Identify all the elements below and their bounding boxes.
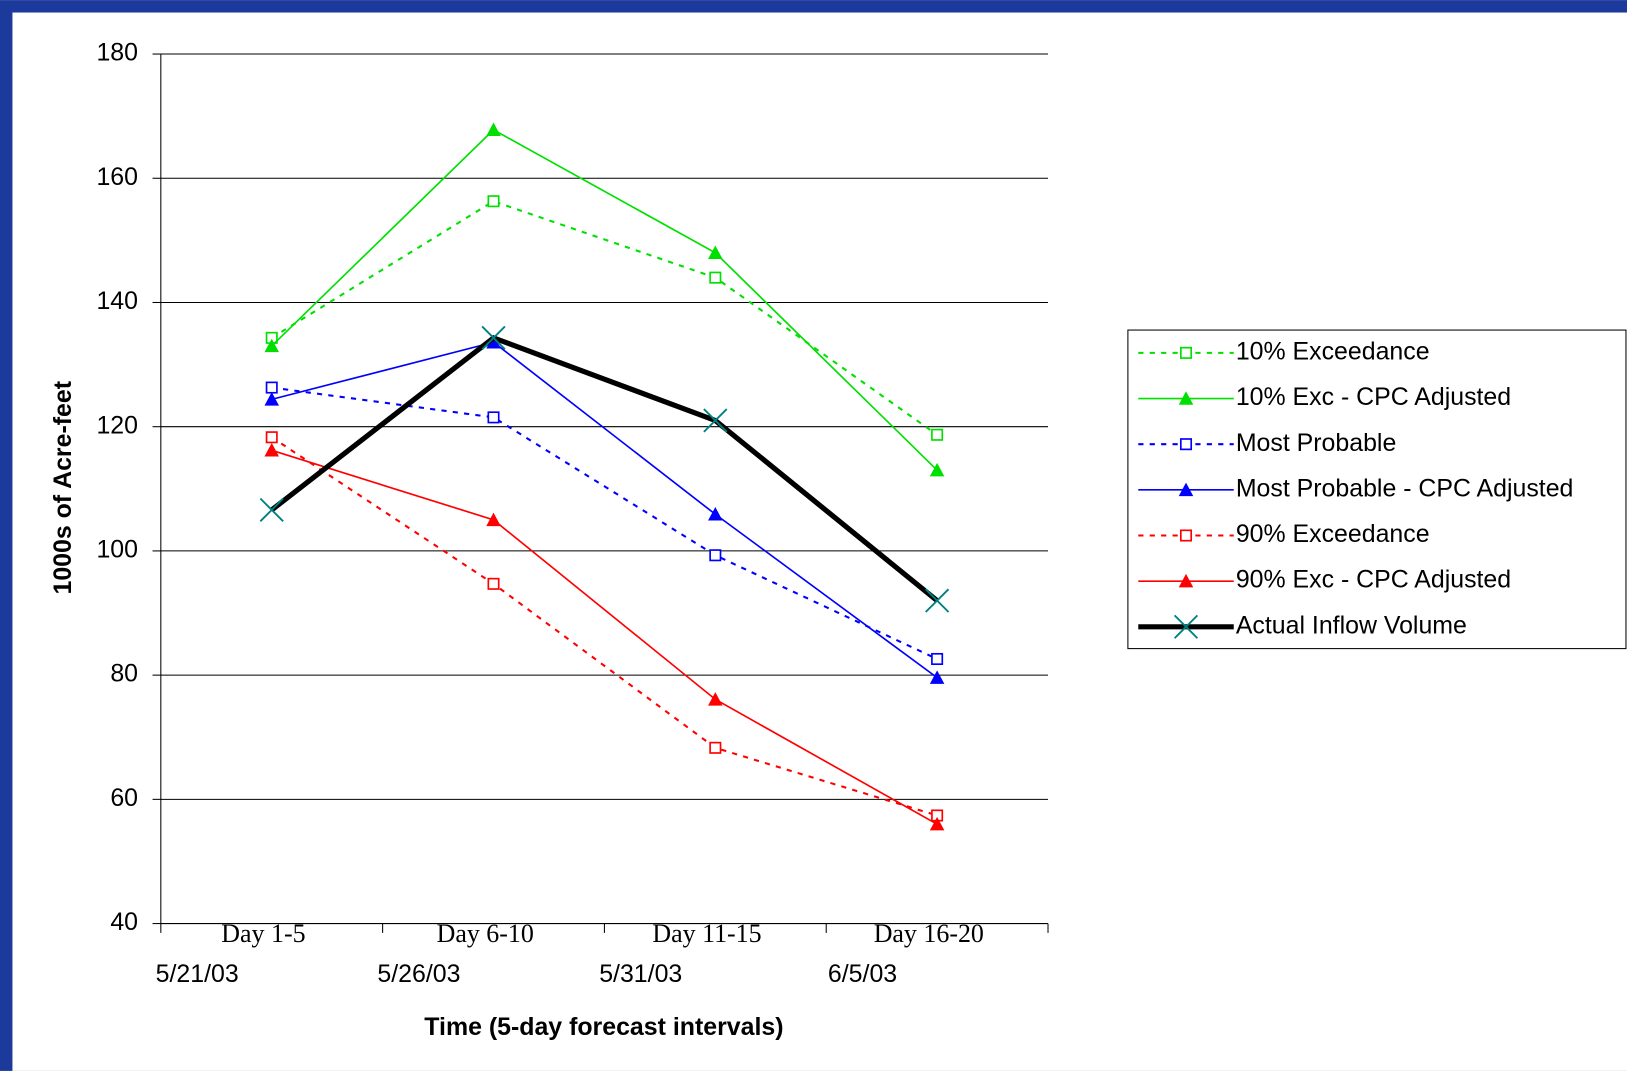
legend-marker (1179, 346, 1193, 359)
data-point (708, 692, 723, 706)
y-tick-label: 160 (96, 163, 138, 191)
legend-label: 10% Exc - CPC Adjusted (1236, 383, 1511, 411)
data-point (709, 549, 722, 562)
data-point (265, 381, 278, 394)
data-point (931, 652, 944, 666)
data-point (264, 443, 279, 457)
data-point (259, 497, 284, 522)
y-axis-title: 1000s of Acre-feet (49, 381, 77, 595)
x-tick-label: Day 1-5 (221, 919, 305, 948)
data-point (264, 338, 279, 353)
x-axis-title: Time (5-day forecast intervals) (424, 1013, 783, 1041)
data-point (929, 670, 945, 684)
data-point (709, 271, 722, 284)
legend-label: Most Probable (1236, 429, 1397, 457)
x-tick-label: Day 11-15 (652, 919, 761, 948)
data-point (709, 741, 722, 754)
data-point (486, 122, 501, 137)
x-date-label: 5/21/03 (156, 960, 239, 988)
series-line (271, 128, 938, 471)
series (264, 334, 945, 684)
legend-marker (1178, 482, 1194, 497)
data-point (703, 408, 728, 433)
y-tick-label: 120 (96, 411, 138, 439)
x-tick-label: Day 16-20 (874, 919, 984, 948)
data-point (487, 577, 500, 590)
legend-marker (1178, 573, 1194, 588)
data-point (925, 588, 950, 613)
data-point (931, 428, 944, 441)
series-line (271, 436, 938, 817)
legend-marker (1178, 391, 1194, 405)
y-tick-label: 180 (96, 39, 138, 67)
data-point (487, 411, 500, 424)
series (264, 443, 945, 831)
data-point (708, 507, 723, 521)
series-line (271, 200, 938, 436)
legend-marker (1179, 438, 1193, 451)
data-point (264, 392, 279, 406)
y-tick-label: 80 (110, 660, 138, 688)
y-tick-label: 140 (96, 287, 138, 315)
data-point (486, 512, 501, 527)
x-tick-label: Day 6-10 (437, 919, 534, 948)
legend-label: 10% Exceedance (1236, 337, 1430, 365)
series (259, 325, 950, 613)
x-date-label: 5/26/03 (377, 960, 460, 988)
legend-label: Actual Inflow Volume (1236, 611, 1467, 639)
data-point (929, 816, 945, 831)
legend-label: Most Probable - CPC Adjusted (1236, 474, 1574, 502)
data-point (487, 195, 500, 208)
series-line (271, 449, 938, 825)
x-date-label: 5/31/03 (599, 960, 682, 988)
series-line (271, 386, 938, 660)
y-tick-label: 40 (110, 908, 138, 936)
x-date-label: 6/5/03 (828, 960, 897, 988)
legend-label: 90% Exceedance (1236, 520, 1430, 548)
legend-marker (1179, 529, 1193, 542)
legend-label: 90% Exc - CPC Adjusted (1236, 566, 1511, 594)
data-point (708, 245, 723, 260)
data-point (929, 462, 945, 477)
data-point (265, 431, 278, 444)
series-line (270, 334, 939, 603)
data-point (481, 325, 506, 350)
series-line (271, 341, 938, 679)
legend-marker (1173, 614, 1199, 639)
series (265, 381, 944, 666)
series (264, 122, 945, 477)
y-tick-label: 60 (110, 784, 138, 812)
y-tick-label: 100 (96, 535, 138, 563)
data-point (486, 334, 501, 349)
